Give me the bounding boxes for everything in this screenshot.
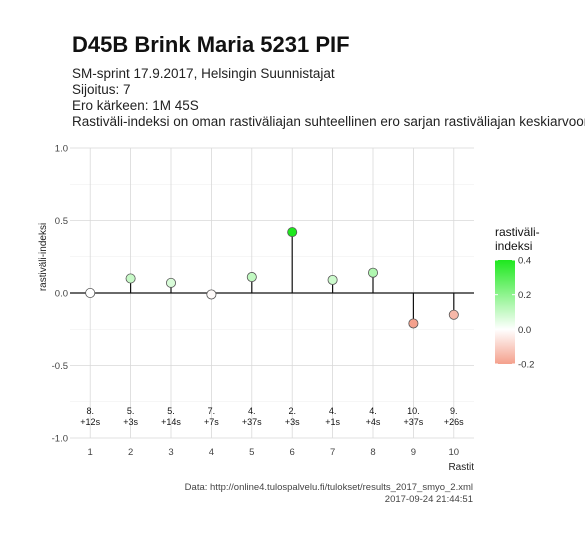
rank-label: 2. [288, 406, 296, 416]
rank-label: 4. [329, 406, 337, 416]
time-diff-label: +3s [285, 417, 300, 427]
data-point [85, 287, 96, 298]
time-diff-label: +3s [123, 417, 138, 427]
x-tick-label: 1 [88, 447, 93, 458]
subtitle-placement: Sijoitus: 7 [72, 82, 131, 97]
legend-tick-label: -0.2 [518, 360, 534, 371]
subtitle-event: SM-sprint 17.9.2017, Helsingin Suunnista… [72, 66, 335, 81]
x-tick-label: 4 [209, 447, 214, 458]
generated-timestamp: 2017-09-24 21:44:51 [384, 494, 473, 505]
rank-label: 5. [167, 406, 175, 416]
data-source: Data: http://online4.tulospalvelu.fi/tul… [184, 482, 473, 493]
time-diff-label: +4s [366, 417, 381, 427]
x-tick-label: 5 [249, 447, 254, 458]
y-tick-label: 0.0 [55, 289, 68, 300]
time-diff-label: +7s [204, 417, 219, 427]
x-tick-label: 6 [290, 447, 295, 458]
x-tick-label: 10 [449, 447, 460, 458]
x-tick-label: 9 [411, 447, 416, 458]
data-point [367, 267, 378, 278]
y-tick-label: 0.5 [55, 216, 68, 227]
x-tick-label: 2 [128, 447, 133, 458]
rank-label: 7. [208, 406, 216, 416]
x-tick-label: 7 [330, 447, 335, 458]
legend-title: indeksi [495, 239, 532, 253]
x-axis-title: Rastit [448, 462, 474, 473]
rank-label: 4. [248, 406, 256, 416]
rank-label: 9. [450, 406, 458, 416]
legend-tick-label: 0.0 [518, 325, 531, 336]
rank-label: 8. [86, 406, 94, 416]
y-tick-label: -0.5 [52, 361, 68, 372]
rank-label: 10. [407, 406, 420, 416]
rank-label: 4. [369, 406, 377, 416]
x-tick-label: 8 [370, 447, 375, 458]
subtitle-gap: Ero kärkeen: 1M 45S [72, 98, 199, 113]
time-diff-label: +37s [404, 417, 424, 427]
data-point [448, 309, 459, 320]
time-diff-label: +14s [161, 417, 181, 427]
data-point [165, 277, 176, 288]
legend-colorbar [495, 260, 515, 364]
time-diff-label: +37s [242, 417, 262, 427]
data-point [408, 318, 419, 329]
time-diff-label: +1s [325, 417, 340, 427]
legend-tick-label: 0.4 [518, 256, 531, 267]
chart-title: D45B Brink Maria 5231 PIF [72, 32, 350, 57]
data-point [327, 274, 338, 285]
subtitle-description: Rastiväli-indeksi on oman rastiväliajan … [72, 114, 585, 129]
data-point [206, 289, 217, 300]
y-axis-title: rastiväli-indeksi [38, 223, 49, 291]
time-diff-label: +26s [444, 417, 464, 427]
legend-tick-label: 0.2 [518, 290, 531, 301]
y-tick-label: 1.0 [55, 144, 68, 155]
time-diff-label: +12s [80, 417, 100, 427]
legend-title: rastiväli- [495, 225, 540, 239]
data-point [287, 227, 298, 238]
y-tick-label: -1.0 [52, 434, 68, 445]
x-tick-label: 3 [168, 447, 173, 458]
data-point [125, 273, 136, 284]
data-point [246, 272, 257, 283]
rank-label: 5. [127, 406, 135, 416]
